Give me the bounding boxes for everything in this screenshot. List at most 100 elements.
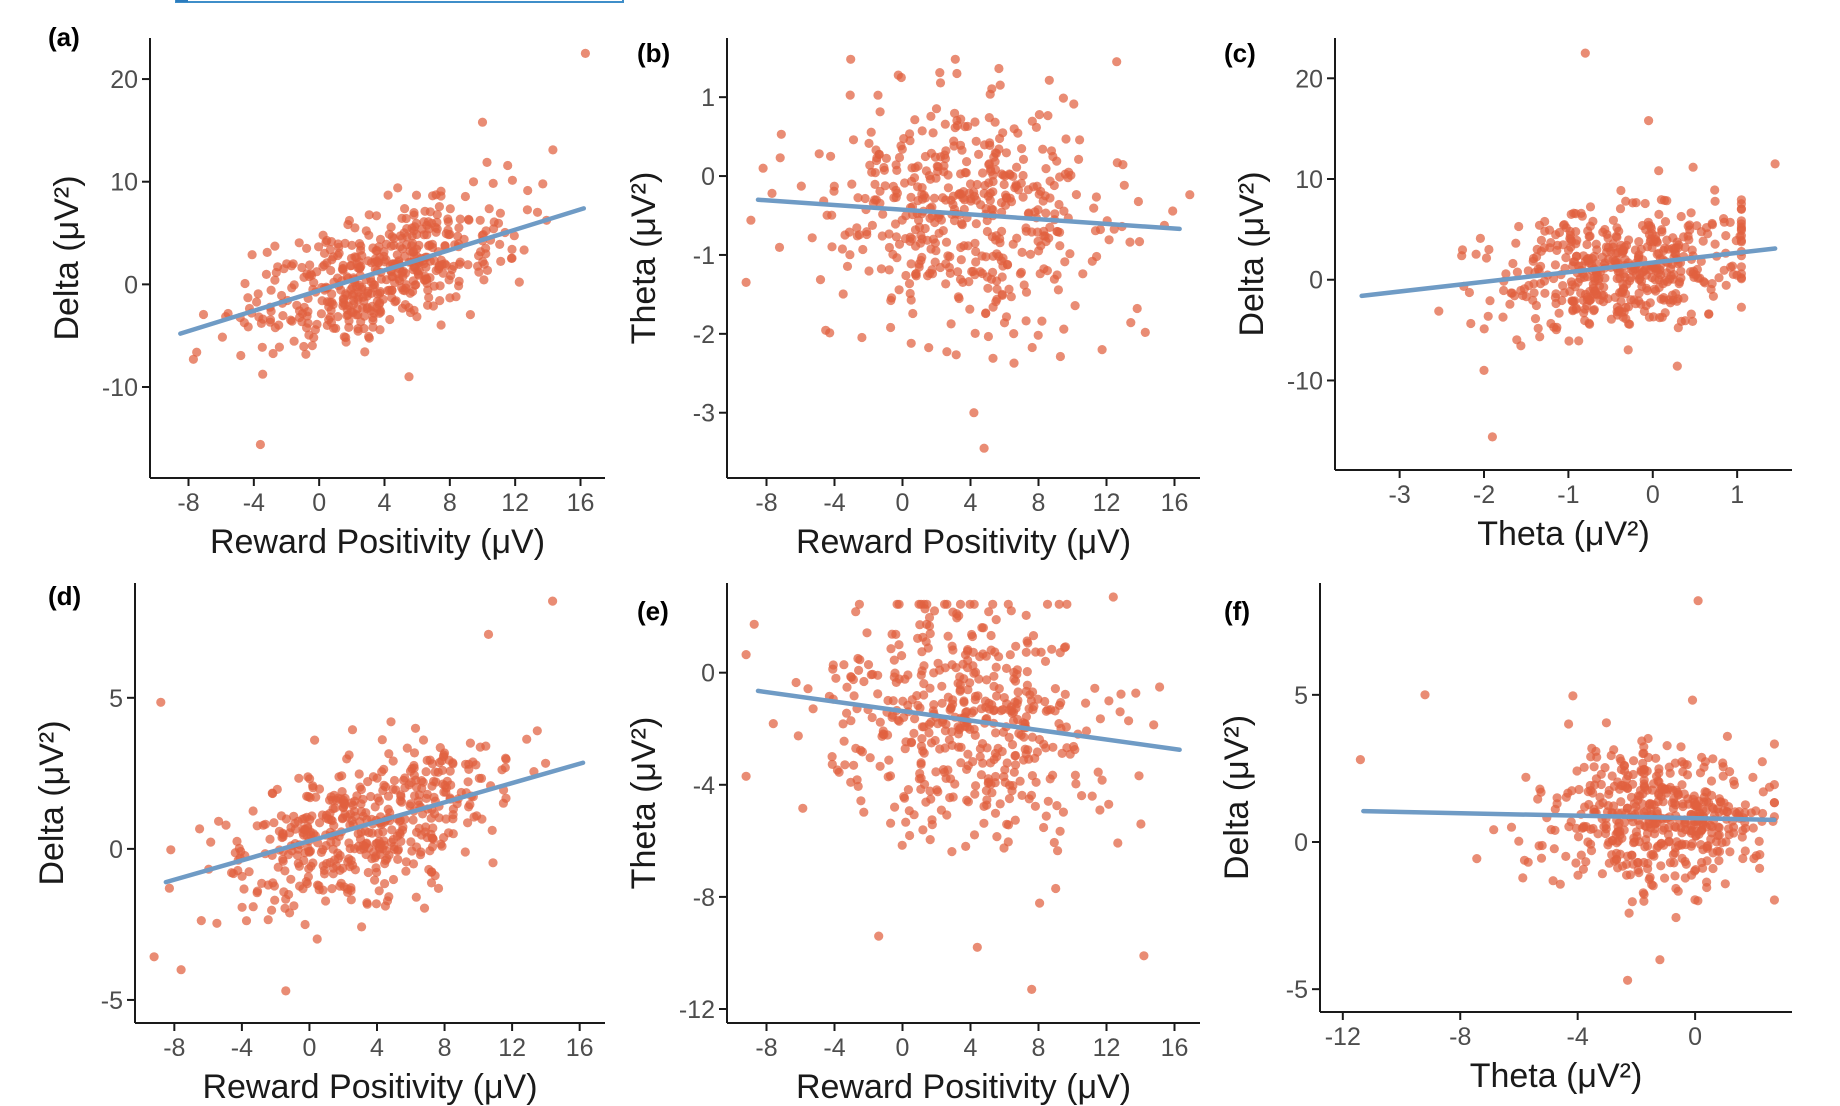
data-point [982,226,993,237]
data-point [1740,846,1750,856]
data-point [834,767,844,777]
data-point [1059,324,1069,334]
data-point [409,262,419,272]
data-point [1612,232,1622,242]
data-point [1045,774,1055,784]
data-point [988,251,998,261]
y-tick-label: -3 [693,400,715,428]
data-point [983,331,994,342]
data-point [947,660,957,670]
data-point [947,727,957,737]
data-point [1004,794,1015,804]
data-point [1034,246,1044,256]
header-fragment [175,0,624,3]
data-point [851,607,861,617]
data-point [195,824,205,834]
data-point [1636,765,1646,775]
data-point [791,677,801,688]
data-point [1090,226,1101,236]
data-point [875,717,885,727]
data-point [827,210,837,220]
data-point [938,193,948,203]
data-point [1698,863,1708,873]
data-point [1579,272,1589,282]
x-tick-label: 4 [378,489,392,517]
data-point [746,215,756,225]
data-point [1703,229,1713,239]
data-point [1011,641,1021,651]
data-point [862,229,872,240]
data-point [924,343,934,353]
data-point [1140,327,1150,337]
data-point [475,215,485,225]
data-point [992,691,1002,701]
data-point [956,255,966,265]
data-point [1720,879,1730,889]
data-point [1710,196,1720,206]
x-tick-label: 1 [1730,481,1744,509]
data-point [1483,311,1493,321]
data-point [448,758,458,768]
data-point [1719,265,1729,275]
data-point [1732,270,1742,280]
data-point [198,309,209,320]
data-point [1499,285,1509,296]
x-tick-label: -4 [231,1034,253,1062]
data-point [878,209,888,219]
data-point [410,280,420,290]
data-point [904,806,914,816]
data-point [506,253,517,263]
data-point [995,234,1005,244]
data-point [333,273,343,283]
data-point [1573,832,1584,842]
y-tick-label: 5 [109,685,123,713]
data-point [1104,235,1114,245]
data-point [992,832,1002,842]
data-point [1001,148,1012,158]
data-point [924,612,935,623]
data-point [919,661,929,671]
data-point [350,223,360,233]
data-point [436,320,446,330]
data-point [292,300,302,310]
data-point [434,202,444,212]
data-point [873,689,883,699]
data-point [305,846,315,856]
data-point [1041,208,1051,218]
data-point [1090,683,1100,693]
data-point [793,731,803,741]
data-point [1626,273,1636,283]
data-point [964,277,974,287]
data-point [387,825,397,835]
data-point [465,310,475,320]
data-point [897,215,907,225]
data-point [421,767,431,777]
data-point [523,185,533,196]
data-point [1607,771,1617,781]
x-tick-label: 0 [1646,481,1660,509]
data-point [925,786,935,796]
data-point [989,705,1000,715]
data-point [347,725,358,735]
data-point [1060,257,1070,267]
data-point [1039,739,1049,749]
data-point [269,818,279,828]
data-point [998,253,1008,263]
data-point [942,347,952,357]
data-point [509,231,519,241]
data-point [301,349,311,359]
y-tick-label: -1 [693,242,715,270]
data-point [464,802,474,812]
data-point [1168,206,1178,216]
data-point [1642,242,1653,252]
data-point [968,266,978,276]
data-point [405,288,415,298]
data-point [990,157,1000,167]
data-point [1530,314,1541,324]
data-point [314,242,324,252]
data-point [1600,763,1610,773]
x-tick-label: -2 [1473,481,1495,509]
data-point [986,779,996,789]
data-point [357,922,367,932]
data-point [411,892,421,902]
